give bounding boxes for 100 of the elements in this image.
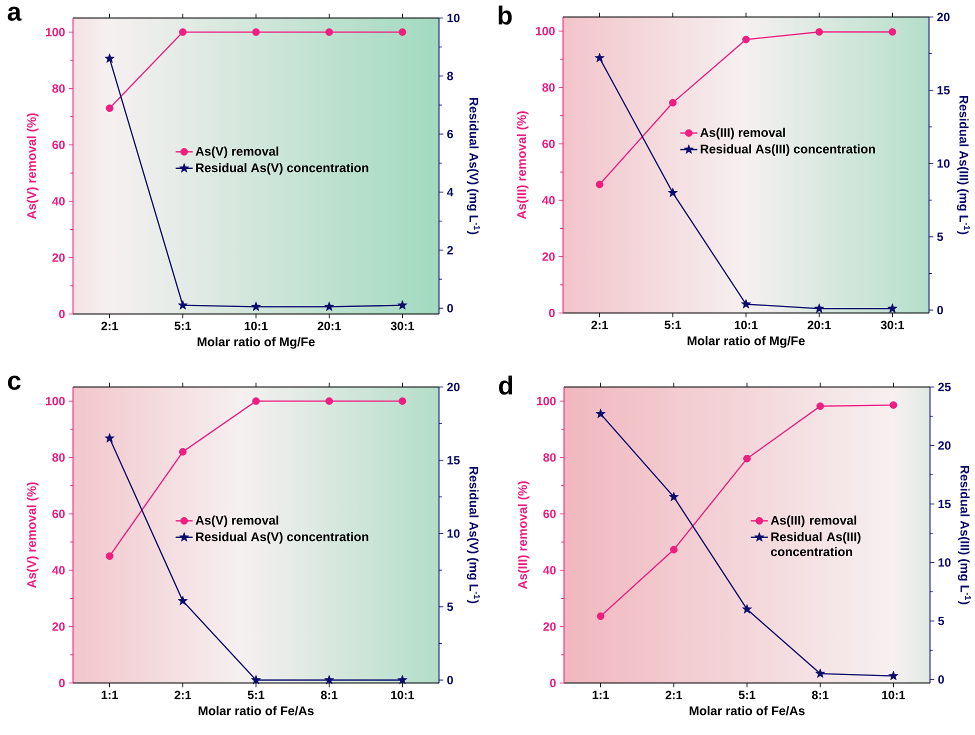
y2-tick-label: 20 bbox=[938, 441, 951, 450]
point bbox=[888, 670, 898, 680]
point bbox=[179, 448, 187, 456]
y-tick-label: 100 bbox=[46, 396, 65, 406]
y2-tick-label: 0 bbox=[447, 676, 453, 684]
y-tick-label: 100 bbox=[46, 28, 65, 36]
x-tick-label: 10:1 bbox=[391, 690, 414, 700]
y2-tick-label: 0 bbox=[937, 306, 943, 314]
y2-tick-label: 8 bbox=[447, 72, 454, 80]
point bbox=[815, 668, 826, 678]
y-tick-label: 20 bbox=[542, 252, 555, 261]
x-tick-label: 2:1 bbox=[666, 690, 682, 700]
y-tick-label: 80 bbox=[52, 84, 65, 93]
x-tick-label: 30:1 bbox=[880, 320, 904, 330]
point bbox=[815, 28, 823, 36]
x-tick-label: 10:1 bbox=[882, 690, 906, 700]
y-tick-label: 0 bbox=[549, 308, 555, 318]
point bbox=[890, 401, 898, 409]
point bbox=[816, 402, 824, 410]
y-tick-label: 20 bbox=[52, 253, 65, 262]
x-tick-label: 20:1 bbox=[808, 320, 831, 330]
point bbox=[252, 397, 260, 405]
chart-title: a bbox=[8, 6, 22, 21]
chart-title: b bbox=[498, 6, 512, 25]
point bbox=[670, 546, 678, 554]
chart-title: c bbox=[8, 376, 21, 390]
x-tick-label: 1:1 bbox=[592, 690, 609, 699]
point bbox=[397, 674, 408, 684]
point bbox=[742, 36, 750, 44]
point bbox=[814, 303, 824, 313]
y2-tick-label: 15 bbox=[448, 456, 460, 464]
y2-tick-label: 10 bbox=[938, 159, 950, 168]
x-axis-title: Molar ratio of Mg/Fe bbox=[198, 337, 315, 349]
legend-label: Residual As(III) concentration bbox=[700, 144, 875, 156]
point bbox=[324, 674, 334, 684]
y-tick-label: 80 bbox=[52, 453, 65, 462]
legend-label: Residual As(III) concentration bbox=[770, 532, 861, 556]
y2-tick-label: 20 bbox=[447, 382, 460, 392]
legend-label: As(V) removal bbox=[196, 516, 278, 528]
y-tick-label: 0 bbox=[59, 310, 65, 318]
x-axis-title: Molar ratio of Fe/As bbox=[690, 706, 805, 716]
y2-tick-label: 5 bbox=[937, 232, 944, 241]
point bbox=[178, 596, 188, 606]
y2-tick-label: 15 bbox=[938, 86, 950, 94]
y2-axis-title: Residual As(III) (mg L$^{-1}$) bbox=[956, 96, 970, 234]
point bbox=[397, 300, 408, 310]
y-tick-label: 0 bbox=[59, 678, 65, 688]
legend-label: As(III) removal bbox=[700, 128, 785, 140]
y2-tick-label: 0 bbox=[938, 675, 944, 684]
y2-tick-label: 5 bbox=[447, 602, 454, 611]
x-axis-title: Molar ratio of Mg/Fe bbox=[688, 336, 805, 348]
chart-title: d bbox=[499, 376, 512, 395]
point bbox=[104, 53, 115, 63]
y-axis-title: As(V) removal (%) bbox=[26, 482, 38, 588]
x-tick-label: 5:1 bbox=[664, 320, 682, 330]
legend-label: Residual As(V) concentration bbox=[196, 163, 368, 175]
point bbox=[106, 552, 114, 560]
y-tick-label: 0 bbox=[550, 678, 556, 688]
y-axis-title: As(V) removal (%) bbox=[26, 113, 38, 219]
x-tick-label: 2:1 bbox=[591, 320, 608, 330]
point bbox=[888, 28, 896, 36]
y-tick-label: 80 bbox=[542, 83, 555, 92]
y-axis-title: As(III) removal (%) bbox=[518, 481, 530, 590]
legend-label: As(V) removal bbox=[196, 146, 278, 158]
point bbox=[325, 397, 333, 405]
y2-tick-label: 25 bbox=[938, 382, 951, 392]
y-tick-label: 40 bbox=[543, 566, 556, 574]
y2-tick-label: 10 bbox=[448, 14, 460, 22]
point bbox=[742, 604, 752, 614]
point bbox=[741, 299, 751, 308]
x-tick-label: 5:1 bbox=[174, 322, 192, 330]
point bbox=[251, 674, 261, 684]
y-tick-label: 100 bbox=[536, 26, 555, 36]
x-tick-label: 8:1 bbox=[320, 690, 338, 700]
y-tick-label: 60 bbox=[543, 510, 556, 518]
point bbox=[398, 397, 406, 405]
x-axis-title: Molar ratio of Fe/As bbox=[198, 706, 314, 716]
y2-tick-label: 6 bbox=[447, 130, 453, 138]
y2-tick-label: 0 bbox=[447, 304, 453, 312]
x-tick-label: 30:1 bbox=[390, 322, 414, 330]
point bbox=[743, 454, 751, 462]
point bbox=[596, 612, 604, 620]
y-tick-label: 40 bbox=[52, 566, 65, 574]
y2-axis-title: Residual As(V) (mg L$^{-1}$) bbox=[466, 467, 480, 604]
y-tick-label: 40 bbox=[542, 196, 555, 204]
y2-tick-label: 20 bbox=[937, 12, 950, 22]
point bbox=[669, 98, 677, 106]
point bbox=[596, 408, 606, 418]
legend-label: Residual As(V) concentration bbox=[196, 532, 368, 544]
point bbox=[104, 433, 115, 443]
y-tick-label: 60 bbox=[52, 140, 65, 150]
x-tick-label: 20:1 bbox=[318, 322, 341, 330]
point bbox=[178, 300, 188, 310]
x-tick-label: 5:1 bbox=[248, 690, 264, 700]
x-tick-label: 2:1 bbox=[174, 690, 192, 700]
point bbox=[668, 188, 678, 198]
x-tick-label: 10:1 bbox=[734, 320, 758, 330]
x-tick-label: 10:1 bbox=[244, 322, 268, 330]
y2-tick-label: 10 bbox=[448, 529, 460, 538]
y-tick-label: 20 bbox=[52, 622, 65, 631]
